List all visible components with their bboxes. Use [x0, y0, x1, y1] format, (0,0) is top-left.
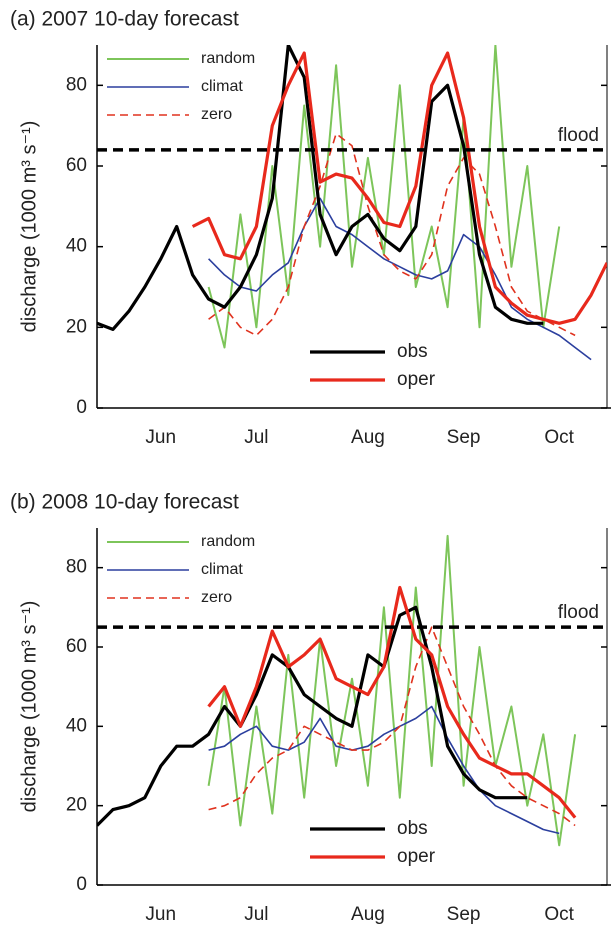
series-line: [97, 605, 528, 827]
y-tick-label: 80: [66, 557, 87, 578]
series-line: [191, 51, 607, 325]
legend-label: climat: [201, 78, 243, 95]
legend-label: obs: [397, 341, 428, 362]
x-tick-label: Jul: [244, 904, 268, 925]
legend-label: oper: [397, 846, 436, 867]
x-tick-label: Jun: [145, 427, 176, 448]
flood-label: flood: [558, 125, 599, 146]
chart-title: (a) 2007 10-day forecast: [10, 8, 239, 31]
y-tick-label: 20: [66, 795, 87, 816]
x-tick-label: Sep: [447, 904, 481, 925]
series-line: [208, 132, 576, 337]
x-tick-label: Oct: [544, 427, 574, 448]
x-tick-label: Oct: [544, 904, 574, 925]
legend-label: zero: [201, 589, 232, 606]
legend-label: random: [201, 533, 255, 550]
y-tick-label: 0: [76, 874, 87, 895]
x-tick-label: Jul: [244, 427, 268, 448]
y-tick-label: 40: [66, 715, 87, 736]
series-line: [207, 534, 577, 847]
series-line: [208, 626, 576, 827]
y-tick-label: 60: [66, 636, 87, 657]
series-line: [208, 197, 592, 361]
y-tick-label: 0: [76, 397, 87, 418]
y-tick-label: 40: [66, 236, 87, 257]
y-axis-label: discharge (1000 m³ s⁻¹): [18, 601, 40, 813]
x-tick-label: Aug: [351, 904, 385, 925]
legend-label: random: [201, 50, 255, 67]
legend-label: oper: [397, 369, 436, 390]
x-tick-label: Sep: [447, 427, 481, 448]
series-line: [208, 705, 560, 835]
flood-label: flood: [558, 602, 599, 623]
series-line: [97, 45, 544, 331]
legend-label: climat: [201, 561, 243, 578]
y-tick-label: 80: [66, 74, 87, 95]
y-axis-label: discharge (1000 m³ s⁻¹): [18, 121, 40, 333]
legend-label: zero: [201, 106, 232, 123]
chart-title: (b) 2008 10-day forecast: [10, 491, 239, 514]
x-tick-label: Aug: [351, 427, 385, 448]
legend-label: obs: [397, 818, 428, 839]
y-tick-label: 20: [66, 316, 87, 337]
y-tick-label: 60: [66, 155, 87, 176]
x-tick-label: Jun: [145, 904, 176, 925]
